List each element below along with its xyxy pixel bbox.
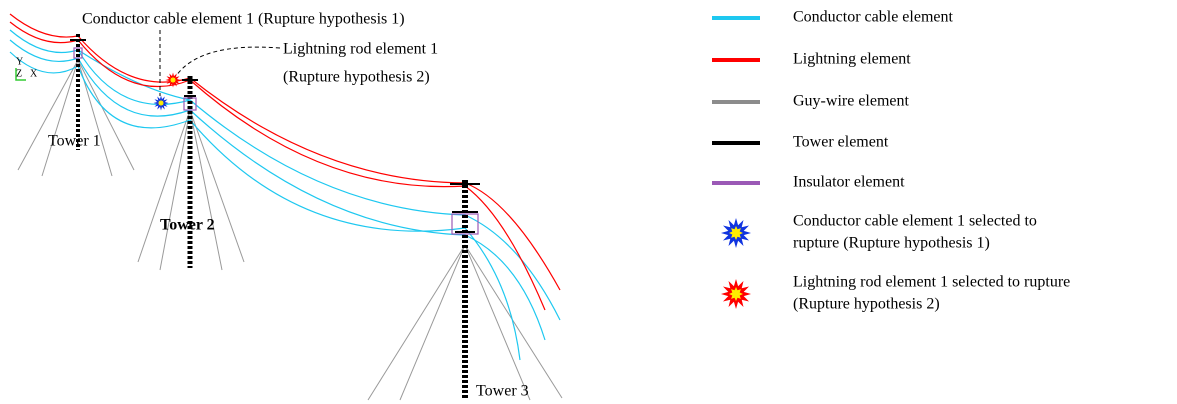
leader-line [175,46,281,77]
legend-label: Tower element [793,134,889,151]
legend-label: Conductor cable element [793,9,953,26]
insulators [73,47,479,235]
towers [70,34,480,398]
legend-label: Lightning rod element 1 selected to rupt… [793,274,1070,291]
legend-label: rupture (Rupture hypothesis 1) [793,235,990,252]
legend-label: (Rupture hypothesis 2) [793,296,940,313]
burst-core [169,76,177,84]
axis-label: X [30,68,38,79]
annotation: (Rupture hypothesis 2) [283,69,430,86]
burst-core [729,287,743,301]
guy-wires [17,59,563,401]
burst-core [157,99,165,107]
legend-label: Conductor cable element 1 selected to [793,213,1037,230]
legend-label: Guy-wire element [793,93,910,110]
annotation: Conductor cable element 1 (Rupture hypot… [82,11,405,28]
axis-label: Y [16,56,23,67]
legend: Conductor cable element Lightning element… [712,9,1070,313]
legend-label: Lightning element [793,51,911,68]
tower-label: Tower 1 [48,133,101,150]
transmission-line-drawing [9,13,563,401]
legend-label: Insulator element [793,174,905,191]
burst-core [729,226,743,240]
axis-triad [15,68,26,81]
tower-label: Tower 3 [476,383,529,400]
tower-label: Tower 2 [160,217,215,234]
axis-label: Z [16,68,22,79]
annotation: Lightning rod element 1 [283,41,438,58]
